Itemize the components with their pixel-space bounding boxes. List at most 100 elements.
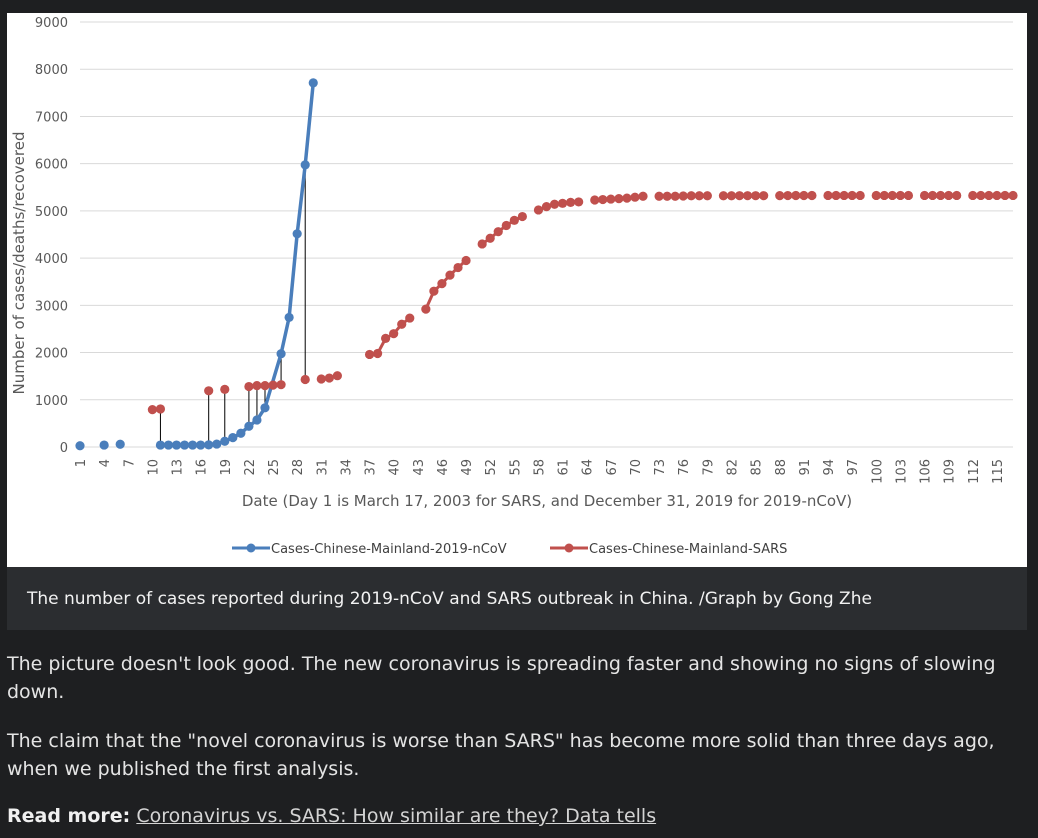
data-point: [99, 440, 109, 450]
x-tick-label: 58: [532, 459, 547, 476]
data-point: [541, 202, 552, 212]
x-tick-label: 106: [919, 459, 934, 484]
data-point: [163, 440, 174, 450]
data-point: [630, 192, 640, 202]
x-tick-label: 1: [74, 459, 89, 467]
data-point: [260, 403, 270, 413]
data-point: [984, 190, 994, 201]
data-point: [276, 349, 286, 359]
data-point: [260, 381, 270, 391]
data-point: [831, 190, 841, 201]
data-point: [324, 373, 334, 383]
data-point: [718, 191, 729, 201]
data-point: [927, 190, 938, 201]
data-point: [397, 319, 407, 329]
data-point: [919, 190, 930, 201]
data-point: [171, 440, 182, 450]
data-point: [228, 433, 238, 443]
x-tick-label: 49: [460, 459, 475, 476]
read-more-label: Read more:: [7, 805, 131, 827]
data-point: [823, 190, 833, 201]
x-tick-label: 55: [508, 459, 523, 476]
x-tick-label: 7: [122, 459, 137, 467]
x-tick-label: 85: [750, 459, 765, 476]
x-tick-label: 64: [581, 459, 596, 476]
data-point: [614, 194, 624, 204]
data-point: [517, 211, 527, 222]
y-tick-label: 3000: [35, 299, 68, 314]
connector-lines: [159, 164, 306, 446]
series-ncov: [75, 78, 318, 451]
data-point: [887, 190, 897, 201]
data-point: [244, 421, 254, 431]
read-more: Read more: Coronavirus vs. SARS: How sim…: [7, 802, 1017, 830]
data-point: [622, 193, 632, 203]
data-point: [75, 441, 85, 451]
data-point: [566, 197, 576, 207]
figure-caption: The number of cases reported during 2019…: [27, 589, 872, 609]
data-point: [847, 190, 857, 201]
data-point: [188, 440, 198, 450]
legend: Cases-Chinese-Mainland-2019-nCoV Cases-C…: [232, 542, 787, 557]
data-point: [654, 191, 664, 201]
data-point: [364, 349, 375, 360]
read-more-link[interactable]: Coronavirus vs. SARS: How similar are th…: [136, 805, 657, 827]
chart-panel: 0 1000 2000 3000 4000 5000 6000 7000 8000 9000 1 4…: [7, 13, 1027, 567]
x-tick-label: 100: [870, 459, 885, 484]
data-point: [204, 386, 214, 396]
data-point: [574, 197, 584, 207]
data-point: [742, 191, 753, 201]
x-tick-label: 10: [146, 459, 161, 476]
cases-line-chart: 0 1000 2000 3000 4000 5000 6000 7000 8000 9000 1 4…: [10, 16, 1018, 557]
data-point: [936, 190, 946, 201]
data-point: [332, 371, 342, 381]
legend-ncov-label: Cases-Chinese-Mainland-2019-nCoV: [271, 542, 507, 557]
data-point: [1008, 190, 1018, 201]
y-tick-label: 7000: [35, 110, 68, 125]
data-point: [381, 333, 391, 343]
data-point: [220, 436, 230, 446]
data-point: [557, 198, 568, 208]
x-tick-label: 43: [412, 459, 427, 476]
data-point: [694, 191, 704, 201]
data-point: [437, 279, 447, 289]
x-tick-label: 37: [364, 459, 379, 476]
data-point: [839, 190, 849, 201]
data-point: [903, 190, 914, 201]
x-tick-label: 34: [339, 459, 354, 476]
data-point: [662, 191, 672, 201]
x-tick-label: 79: [701, 459, 716, 476]
data-point: [268, 380, 278, 390]
y-axis-title: Number of cases/deaths/recovered: [10, 132, 28, 395]
data-point: [976, 190, 986, 201]
data-point: [807, 190, 817, 201]
x-tick-label: 52: [484, 459, 499, 476]
data-point: [783, 190, 793, 201]
x-tick-label: 112: [967, 459, 982, 484]
data-point: [445, 270, 455, 280]
data-point: [549, 199, 560, 209]
data-point: [678, 191, 688, 201]
data-point: [115, 439, 125, 449]
x-tick-label: 40: [388, 459, 403, 476]
figure-caption-bar: The number of cases reported during 2019…: [7, 567, 1027, 630]
series-sars: [147, 190, 1018, 415]
y-tick-label: 2000: [35, 347, 68, 362]
data-point: [944, 190, 954, 201]
y-tick-label: 4000: [35, 252, 68, 267]
data-point: [968, 190, 978, 201]
data-point: [734, 191, 745, 201]
data-point: [276, 380, 286, 390]
data-point: [791, 190, 801, 201]
data-point: [292, 229, 302, 239]
legend-ncov-marker: [246, 543, 256, 553]
data-point: [775, 190, 785, 201]
x-tick-label: 22: [243, 459, 258, 476]
data-point: [871, 190, 881, 201]
data-point: [598, 194, 608, 205]
x-tick-label: 103: [894, 459, 909, 484]
data-point: [252, 415, 262, 425]
x-axis-title: Date (Day 1 is March 17, 2003 for SARS, …: [242, 492, 852, 510]
x-tick-label: 109: [943, 459, 958, 484]
y-tick-label: 0: [60, 441, 68, 456]
